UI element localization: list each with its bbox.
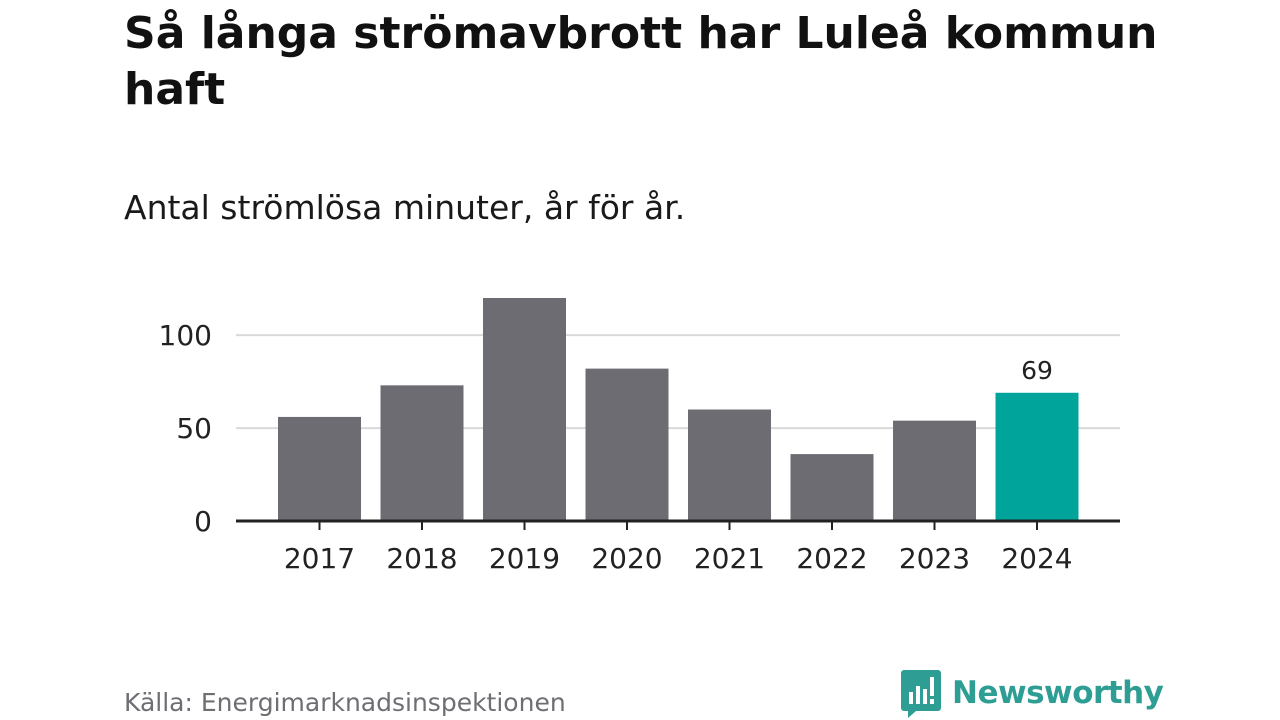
x-tick-label: 2019 — [489, 542, 560, 575]
bar-2018 — [380, 385, 464, 521]
x-tick-label: 2020 — [591, 542, 662, 575]
chart-subtitle: Antal strömlösa minuter, år för år. — [124, 188, 686, 227]
chart-title: Så långa strömavbrott har Luleå kommun h… — [124, 8, 1158, 115]
x-tick-label: 2022 — [796, 542, 867, 575]
bar-2022 — [790, 454, 874, 521]
bar-2024 — [995, 392, 1079, 521]
bar-2023 — [893, 420, 976, 521]
bar-chart: 0 50 100 2017 2018 2019 2020 2021 2022 2023 2024 69 — [159, 298, 1120, 575]
source-note: Källa: Energimarknadsinspektionen — [124, 688, 566, 717]
bar-2020 — [585, 368, 669, 521]
bar-2021 — [688, 409, 771, 521]
brand-name: Newsworthy — [952, 675, 1164, 711]
y-tick-label: 0 — [194, 505, 212, 538]
bar-2017 — [278, 416, 361, 521]
bar-2019 — [483, 298, 566, 521]
x-tick-label: 2021 — [694, 542, 765, 575]
x-tick-label: 2018 — [386, 542, 457, 575]
brand-logo[interactable]: Newsworthy — [900, 668, 1164, 718]
x-tick-label: 2023 — [899, 542, 970, 575]
data-label: 69 — [1021, 356, 1053, 385]
newsworthy-logo-icon — [901, 670, 941, 718]
x-tick-label: 2024 — [1001, 542, 1072, 575]
x-tick-label: 2017 — [284, 542, 355, 575]
y-tick-label: 100 — [159, 319, 212, 352]
y-tick-label: 50 — [176, 412, 212, 445]
